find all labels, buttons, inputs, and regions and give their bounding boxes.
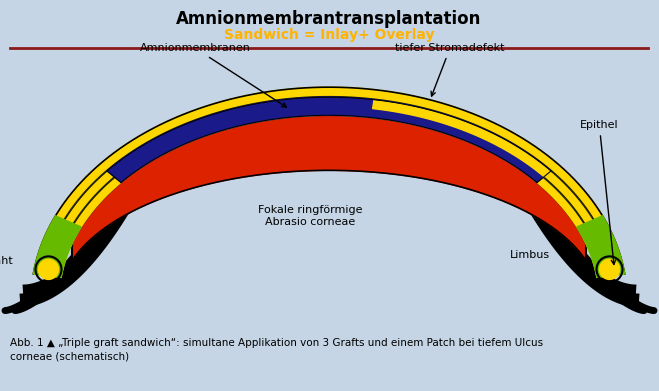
Polygon shape — [42, 95, 617, 275]
Circle shape — [600, 259, 619, 280]
Text: Epithel: Epithel — [580, 120, 619, 264]
Text: Amnionmembranen: Amnionmembranen — [140, 43, 287, 107]
Polygon shape — [5, 155, 150, 310]
Polygon shape — [53, 107, 605, 277]
Polygon shape — [34, 87, 625, 275]
Text: Sandwich = Inlay+ Overlay: Sandwich = Inlay+ Overlay — [224, 28, 434, 42]
Polygon shape — [43, 97, 615, 276]
Text: Limbus: Limbus — [510, 251, 550, 260]
Text: tiefer Stromadefekt: tiefer Stromadefekt — [395, 43, 505, 96]
Text: Amnionmembrantransplantation: Amnionmembrantransplantation — [177, 10, 482, 28]
Circle shape — [38, 259, 59, 280]
Text: Fokale ringförmige
Abrasio corneae: Fokale ringförmige Abrasio corneae — [258, 205, 362, 227]
Polygon shape — [72, 115, 586, 260]
Polygon shape — [509, 155, 654, 310]
Polygon shape — [372, 108, 545, 177]
Polygon shape — [51, 105, 607, 276]
Polygon shape — [373, 100, 550, 176]
Polygon shape — [34, 216, 81, 277]
Polygon shape — [107, 97, 551, 183]
Text: Abb. 1 ▲ „Triple graft sandwich“: simultane Applikation von 3 Grafts und einem P: Abb. 1 ▲ „Triple graft sandwich“: simult… — [10, 338, 543, 361]
Text: Naht: Naht — [0, 256, 13, 266]
Polygon shape — [577, 216, 625, 277]
